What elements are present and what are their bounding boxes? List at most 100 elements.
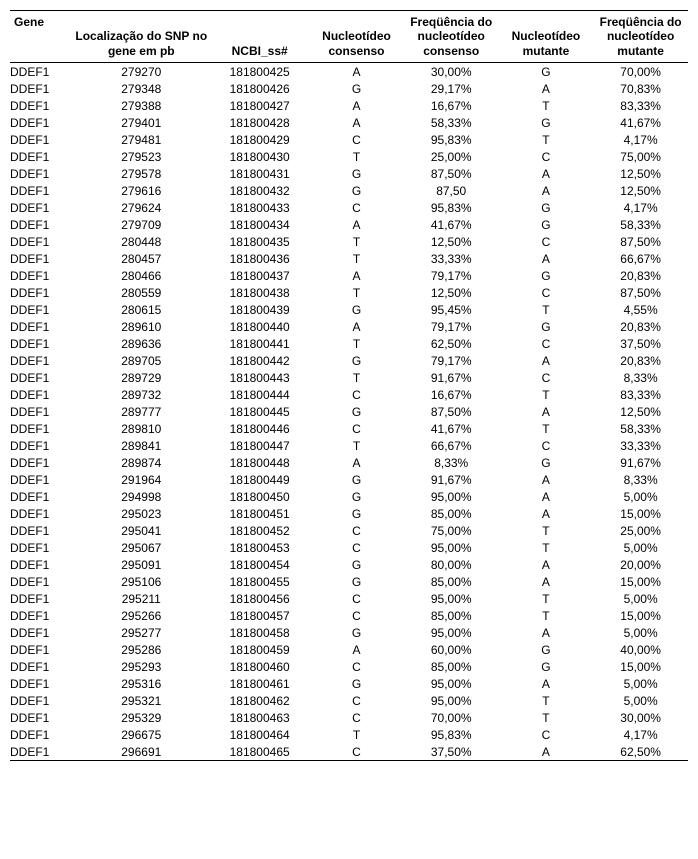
cell-loc: 279578 (72, 165, 210, 182)
cell-freq-mut: 83,33% (593, 386, 688, 403)
cell-gene: DDEF1 (10, 352, 72, 369)
cell-gene: DDEF1 (10, 556, 72, 573)
cell-nuc-cons: T (309, 148, 404, 165)
cell-gene: DDEF1 (10, 420, 72, 437)
cell-nuc-mut: G (499, 216, 594, 233)
cell-ncbi: 181800463 (210, 709, 309, 726)
cell-gene: DDEF1 (10, 726, 72, 743)
cell-freq-cons: 75,00% (404, 522, 499, 539)
cell-ncbi: 181800432 (210, 182, 309, 199)
cell-nuc-mut: A (499, 352, 594, 369)
table-row: DDEF1280457181800436T33,33%A66,67% (10, 250, 688, 267)
cell-gene: DDEF1 (10, 301, 72, 318)
cell-ncbi: 181800433 (210, 199, 309, 216)
cell-gene: DDEF1 (10, 63, 72, 81)
cell-nuc-cons: A (309, 267, 404, 284)
cell-nuc-cons: T (309, 233, 404, 250)
cell-ncbi: 181800431 (210, 165, 309, 182)
cell-freq-cons: 25,00% (404, 148, 499, 165)
cell-freq-mut: 66,67% (593, 250, 688, 267)
cell-freq-mut: 87,50% (593, 284, 688, 301)
cell-loc: 295293 (72, 658, 210, 675)
header-ncbi: NCBI_ss# (210, 11, 309, 63)
cell-freq-cons: 33,33% (404, 250, 499, 267)
cell-loc: 279624 (72, 199, 210, 216)
cell-freq-cons: 79,17% (404, 267, 499, 284)
cell-freq-cons: 66,67% (404, 437, 499, 454)
table-row: DDEF1295211181800456C95,00%T5,00% (10, 590, 688, 607)
cell-loc: 279348 (72, 80, 210, 97)
cell-ncbi: 181800465 (210, 743, 309, 761)
cell-nuc-cons: A (309, 114, 404, 131)
cell-loc: 280559 (72, 284, 210, 301)
cell-freq-mut: 87,50% (593, 233, 688, 250)
cell-nuc-cons: C (309, 658, 404, 675)
cell-freq-mut: 75,00% (593, 148, 688, 165)
table-body: DDEF1279270181800425A30,00%G70,00%DDEF12… (10, 63, 688, 761)
cell-ncbi: 181800443 (210, 369, 309, 386)
cell-nuc-mut: A (499, 182, 594, 199)
cell-ncbi: 181800425 (210, 63, 309, 81)
cell-gene: DDEF1 (10, 199, 72, 216)
cell-ncbi: 181800429 (210, 131, 309, 148)
cell-nuc-mut: T (499, 522, 594, 539)
cell-gene: DDEF1 (10, 284, 72, 301)
cell-ncbi: 181800434 (210, 216, 309, 233)
cell-freq-mut: 20,83% (593, 352, 688, 369)
cell-freq-cons: 41,67% (404, 420, 499, 437)
cell-nuc-mut: C (499, 233, 594, 250)
cell-loc: 295329 (72, 709, 210, 726)
cell-loc: 280457 (72, 250, 210, 267)
table-row: DDEF1295277181800458G95,00%A5,00% (10, 624, 688, 641)
cell-ncbi: 181800430 (210, 148, 309, 165)
cell-loc: 295041 (72, 522, 210, 539)
cell-nuc-mut: A (499, 80, 594, 97)
cell-loc: 294998 (72, 488, 210, 505)
table-row: DDEF1280448181800435T12,50%C87,50% (10, 233, 688, 250)
cell-ncbi: 181800447 (210, 437, 309, 454)
cell-nuc-cons: G (309, 505, 404, 522)
cell-gene: DDEF1 (10, 539, 72, 556)
cell-loc: 295091 (72, 556, 210, 573)
cell-nuc-cons: G (309, 403, 404, 420)
cell-gene: DDEF1 (10, 573, 72, 590)
cell-ncbi: 181800457 (210, 607, 309, 624)
cell-nuc-cons: T (309, 335, 404, 352)
header-freq-cons: Freqüência do nucleotídeo consenso (404, 11, 499, 63)
cell-nuc-cons: A (309, 641, 404, 658)
cell-loc: 291964 (72, 471, 210, 488)
cell-nuc-mut: T (499, 420, 594, 437)
table-row: DDEF1289732181800444C16,67%T83,33% (10, 386, 688, 403)
cell-gene: DDEF1 (10, 233, 72, 250)
cell-nuc-cons: C (309, 743, 404, 761)
cell-ncbi: 181800451 (210, 505, 309, 522)
cell-loc: 295067 (72, 539, 210, 556)
cell-ncbi: 181800453 (210, 539, 309, 556)
cell-nuc-cons: C (309, 709, 404, 726)
cell-gene: DDEF1 (10, 590, 72, 607)
cell-nuc-cons: T (309, 284, 404, 301)
table-row: DDEF1289705181800442G79,17%A20,83% (10, 352, 688, 369)
table-row: DDEF1279616181800432G87,50A12,50% (10, 182, 688, 199)
header-gene: Gene (10, 11, 72, 63)
cell-nuc-mut: G (499, 454, 594, 471)
table-row: DDEF1289729181800443T91,67%C8,33% (10, 369, 688, 386)
cell-freq-cons: 95,83% (404, 726, 499, 743)
cell-gene: DDEF1 (10, 607, 72, 624)
cell-loc: 279388 (72, 97, 210, 114)
cell-loc: 295106 (72, 573, 210, 590)
cell-loc: 279709 (72, 216, 210, 233)
cell-nuc-mut: A (499, 556, 594, 573)
cell-nuc-cons: C (309, 607, 404, 624)
table-row: DDEF1279481181800429C95,83%T4,17% (10, 131, 688, 148)
cell-freq-cons: 95,00% (404, 539, 499, 556)
cell-freq-mut: 40,00% (593, 641, 688, 658)
cell-freq-cons: 95,83% (404, 131, 499, 148)
table-row: DDEF1296675181800464T95,83%C4,17% (10, 726, 688, 743)
cell-freq-cons: 8,33% (404, 454, 499, 471)
cell-nuc-mut: C (499, 148, 594, 165)
cell-ncbi: 181800436 (210, 250, 309, 267)
cell-freq-mut: 62,50% (593, 743, 688, 761)
cell-ncbi: 181800428 (210, 114, 309, 131)
cell-freq-mut: 70,83% (593, 80, 688, 97)
